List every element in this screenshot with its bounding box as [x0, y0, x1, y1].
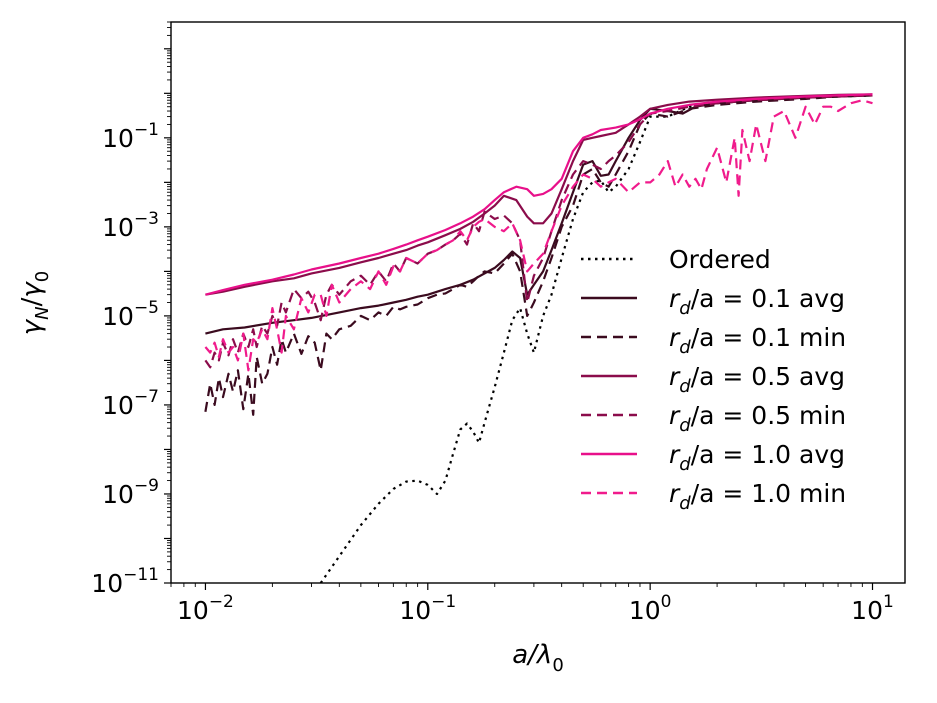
legend-label-3: rd/a = 0.5 avg [669, 362, 845, 397]
series-line-6 [204, 99, 873, 372]
y-tick-label: 10−5 [102, 298, 159, 331]
x-tick-label: 10−2 [177, 592, 234, 625]
legend-label-5: rd/a = 1.0 avg [669, 440, 845, 475]
series-line-3 [205, 93, 873, 296]
y-tick-label: 10−9 [102, 476, 159, 509]
y-tick-label: 10−11 [91, 565, 159, 598]
x-tick-label: 10−1 [399, 592, 456, 625]
x-tick-label: 100 [629, 592, 672, 625]
series-line-2 [204, 94, 873, 416]
legend-label-1: rd/a = 0.1 avg [669, 284, 845, 319]
x-axis-label: a/λ0 [512, 640, 564, 676]
y-tick-label: 10−1 [102, 120, 159, 153]
y-tick-label: 10−7 [102, 387, 159, 420]
y-axis: 10−11 10−9 10−7 10−5 10−3 10−1 [91, 21, 171, 598]
series-line-4 [204, 94, 873, 369]
legend: Ordered rd/a = 0.1 avg rd/a = 0.1 min rd/a … [581, 245, 846, 514]
plot-background [171, 22, 905, 583]
y-axis-label: γN/γ0 [17, 271, 53, 335]
x-axis: 10−2 10−1 100 101 [170, 583, 894, 625]
y-tick-label: 10−3 [102, 209, 159, 242]
legend-label-4: rd/a = 0.5 min [669, 401, 846, 436]
legend-label-6: rd/a = 1.0 min [669, 479, 846, 514]
legend-label-2: rd/a = 0.1 min [669, 323, 846, 358]
series-line-5 [205, 93, 873, 296]
legend-label-0: Ordered [669, 245, 771, 274]
series-layer [204, 93, 873, 583]
x-tick-label: 101 [851, 592, 894, 625]
